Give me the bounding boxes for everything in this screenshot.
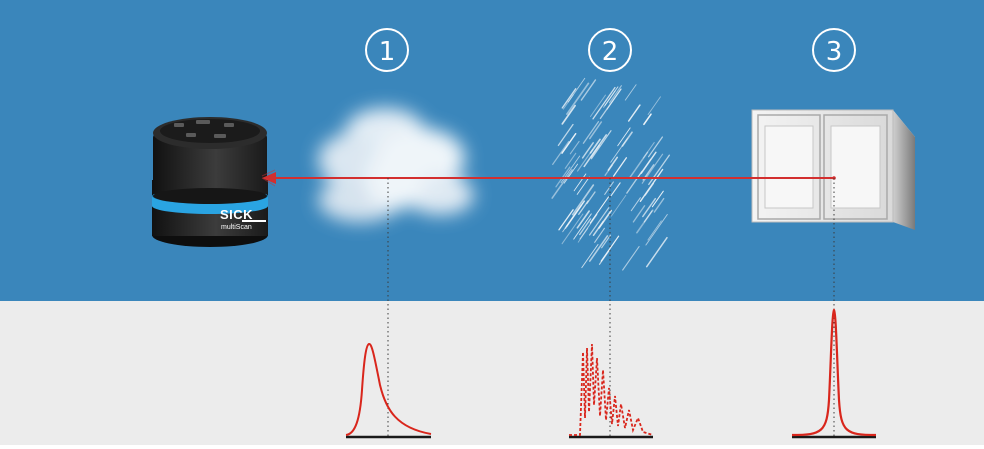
raindrop bbox=[589, 235, 609, 262]
raindrop bbox=[588, 207, 610, 236]
raindrop bbox=[555, 166, 571, 188]
raindrop bbox=[576, 210, 590, 229]
raindrop bbox=[576, 176, 590, 195]
raindrop bbox=[581, 142, 594, 159]
raindrop bbox=[647, 136, 664, 158]
raindrop bbox=[644, 183, 655, 196]
raindrop bbox=[628, 151, 649, 179]
raindrop bbox=[653, 197, 665, 213]
sensor-brand-logo: SICK bbox=[220, 207, 254, 222]
beam-spread-hint bbox=[261, 169, 276, 187]
raindrop bbox=[557, 123, 574, 147]
object-echo-curve bbox=[791, 308, 877, 437]
raindrop bbox=[643, 113, 652, 126]
raindrop bbox=[569, 140, 580, 155]
raindrop bbox=[563, 163, 579, 184]
raindrop bbox=[645, 213, 668, 246]
raindrop bbox=[583, 134, 607, 168]
raindrop bbox=[604, 164, 613, 176]
raindrop bbox=[586, 191, 596, 205]
raindrop bbox=[643, 210, 653, 223]
raindrop bbox=[612, 157, 628, 177]
raindrop bbox=[626, 170, 643, 194]
raindrop bbox=[604, 86, 619, 106]
signal-panel bbox=[0, 301, 984, 445]
raindrop bbox=[562, 94, 574, 110]
raindrop bbox=[622, 246, 640, 271]
sensor-model-label: multiScan bbox=[221, 224, 252, 231]
raindrop bbox=[564, 152, 577, 169]
raindrop bbox=[581, 244, 599, 269]
stage-marker-2: 2 bbox=[588, 28, 632, 72]
solid-target-icon bbox=[751, 109, 915, 230]
raindrop bbox=[647, 96, 661, 115]
raindrop bbox=[590, 130, 612, 160]
raindrop bbox=[592, 86, 616, 120]
raindrop bbox=[627, 104, 641, 122]
raindrop bbox=[558, 209, 574, 231]
raindrop bbox=[592, 220, 604, 237]
raindrop bbox=[580, 79, 597, 101]
raindrop bbox=[630, 197, 641, 212]
raindrop bbox=[577, 228, 589, 243]
raindrop bbox=[604, 181, 614, 195]
raindrop bbox=[610, 182, 621, 197]
raindrop bbox=[564, 204, 583, 230]
raindrop bbox=[642, 142, 655, 159]
raindrop bbox=[601, 234, 612, 249]
raindrop bbox=[606, 88, 622, 110]
raindrop bbox=[636, 209, 654, 234]
raindrop bbox=[624, 84, 637, 101]
raindrop bbox=[561, 132, 577, 154]
raindrop bbox=[561, 104, 576, 125]
raindrop bbox=[600, 235, 620, 262]
raindrop bbox=[589, 196, 610, 224]
raindrop bbox=[607, 156, 619, 171]
raindrop bbox=[642, 197, 657, 218]
raindrop bbox=[579, 218, 592, 236]
raindrop bbox=[567, 77, 586, 103]
raindrop bbox=[651, 190, 664, 208]
raindrop bbox=[573, 213, 592, 240]
raindrop bbox=[582, 121, 600, 144]
stage-marker-3: 3 bbox=[812, 28, 856, 72]
rain-echo-curve bbox=[569, 343, 654, 436]
fog-cloud bbox=[318, 108, 474, 222]
raindrop bbox=[561, 213, 584, 245]
raindrop bbox=[608, 85, 622, 104]
fog-echo-curve bbox=[345, 342, 432, 436]
raindrop bbox=[561, 88, 577, 109]
raindrop bbox=[552, 140, 570, 165]
raindrop bbox=[589, 121, 603, 140]
raindrop bbox=[589, 138, 601, 154]
raindrop bbox=[640, 151, 657, 174]
raindrop bbox=[617, 127, 631, 147]
raindrop bbox=[594, 227, 605, 243]
raindrop bbox=[610, 194, 627, 217]
rain-streaks bbox=[551, 77, 670, 271]
raindrop bbox=[645, 236, 668, 268]
raindrop bbox=[573, 173, 587, 192]
stage-marker-1: 1 bbox=[365, 28, 409, 72]
raindrop bbox=[551, 169, 573, 199]
raindrop bbox=[639, 168, 664, 202]
raindrop bbox=[571, 184, 595, 216]
raindrop bbox=[589, 94, 607, 118]
raindrop bbox=[647, 220, 662, 241]
raindrop bbox=[632, 205, 646, 223]
raindrop bbox=[648, 154, 670, 186]
raindrop bbox=[610, 138, 628, 163]
lidar-sensor-icon bbox=[152, 117, 268, 247]
raindrop bbox=[579, 214, 598, 240]
raindrop bbox=[566, 82, 590, 115]
